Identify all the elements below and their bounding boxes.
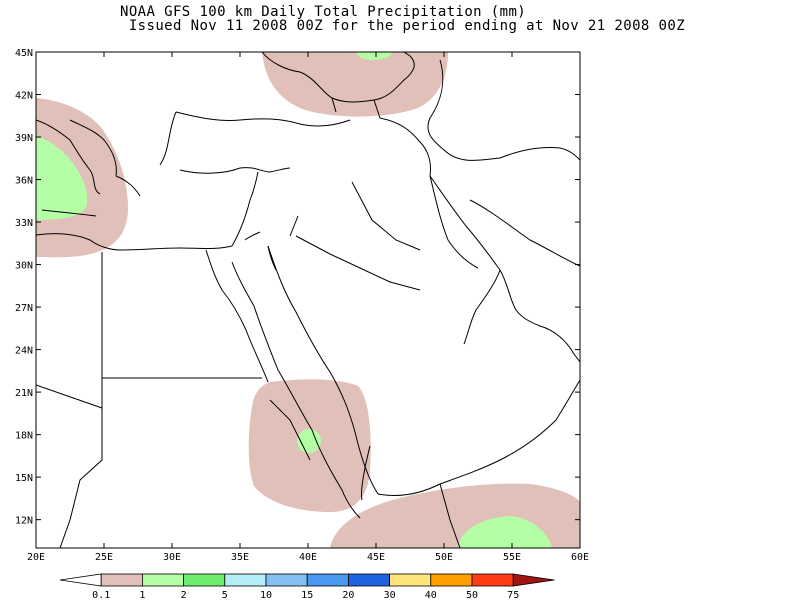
lon-tick-label: 60E [571,552,589,563]
lon-tick-label: 30E [163,552,181,563]
lon-tick-label: 40E [299,552,317,563]
legend-swatch [430,573,473,587]
precip-area-black-sea [262,52,448,117]
lat-tick-label: 36N [15,176,33,187]
legend-swatch [100,573,143,587]
legend-swatch [306,573,349,587]
lat-tick-label: 27N [15,303,33,314]
legend-swatch [59,573,102,587]
lon-tick-label: 55E [503,552,521,563]
legend-label: 2 [181,590,187,600]
legend-label: 50 [466,590,478,600]
lon-tick-label: 35E [231,552,249,563]
map-title: NOAA GFS 100 km Daily Total Precipitatio… [120,4,527,20]
precip-area-black-sea-core [356,52,392,60]
legend-swatch [512,573,555,587]
lat-tick-label: 18N [15,431,33,442]
precip-area-greece-core [36,136,88,220]
precip-area-arabian-sea-core [458,516,552,548]
lat-tick-label: 45N [15,48,33,59]
lat-tick-label: 12N [15,516,33,527]
legend-swatch [389,573,432,587]
lat-tick-label: 42N [15,91,33,102]
lon-tick-label: 20E [27,552,45,563]
lat-tick-label: 39N [15,133,33,144]
legend-label: 0.1 [92,590,110,600]
lat-tick-label: 30N [15,261,33,272]
lon-tick-label: 25E [95,552,113,563]
coastlines [36,52,580,548]
legend-swatch [224,573,267,587]
lat-tick-label: 15N [15,473,33,484]
lat-tick-label: 24N [15,346,33,357]
legend-swatch [471,573,514,587]
legend-swatch [141,573,184,587]
legend-label: 30 [384,590,396,600]
map-axes: 20E 25E 30E 35E 40E 45E 50E 55E 60E 12N 15N 18N 21N 2… [15,48,589,563]
legend-label: 5 [222,590,228,600]
precip-shading [36,52,580,548]
lon-tick-label: 50E [435,552,453,563]
legend-swatch [347,573,390,587]
legend-label: 40 [425,590,437,600]
legend-swatch [183,573,226,587]
precip-legend: 0.1 1 2 5 10 15 20 30 40 50 75 [59,573,555,600]
legend-label: 10 [260,590,272,600]
lat-tick-label: 33N [15,218,33,229]
lat-tick-label: 21N [15,388,33,399]
legend-label: 75 [507,590,519,600]
legend-swatch [265,573,308,587]
legend-label: 15 [301,590,313,600]
legend-label: 1 [139,590,145,600]
legend-label: 20 [342,590,354,600]
map-subtitle: Issued Nov 11 2008 00Z for the period en… [120,18,686,34]
lon-tick-label: 45E [367,552,385,563]
